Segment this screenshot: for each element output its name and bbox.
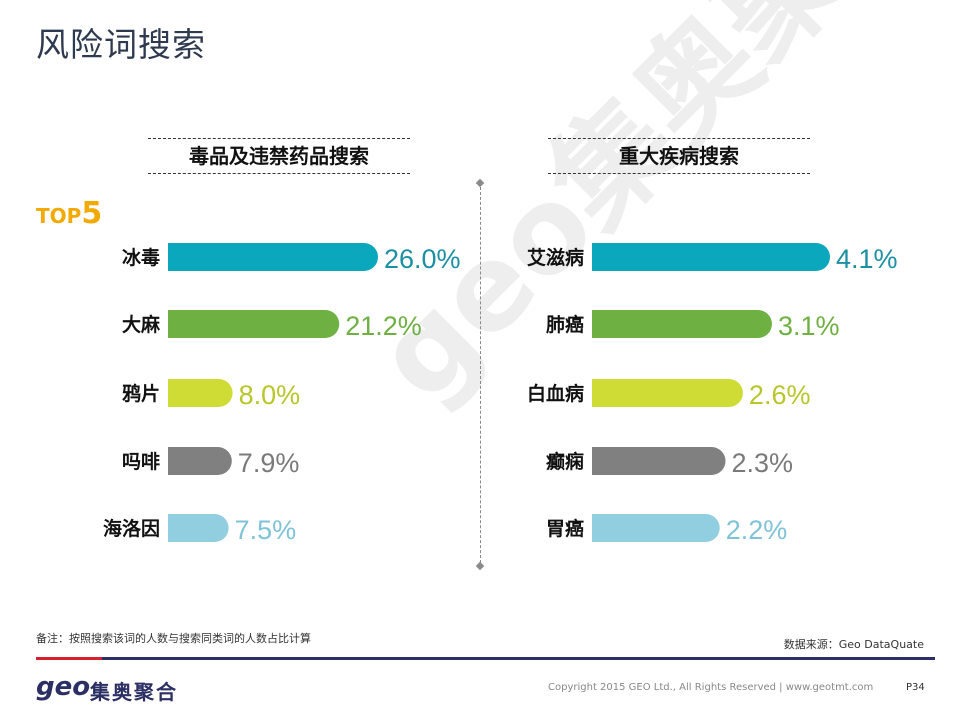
geo-logo: geo [36, 672, 91, 702]
left-value-label-1: 26.0% [384, 244, 461, 274]
right-category-label-5: 胃癌 [546, 517, 584, 540]
top5-number: 5 [81, 196, 103, 231]
right-bar-1 [592, 243, 830, 271]
right-bar-5 [592, 514, 720, 542]
right-bar-2 [592, 310, 772, 339]
page-title: 风险词搜索 [36, 25, 206, 64]
right-category-label-1: 艾滋病 [527, 246, 584, 269]
footnote: 备注：按照搜索该词的人数与搜索同类词的人数占比计算 [36, 632, 311, 645]
company-name: 集奥聚合 [90, 680, 178, 704]
right-bar-4 [592, 447, 726, 475]
left-category-label-1: 冰毒 [122, 246, 160, 269]
page-number: P34 [906, 682, 925, 693]
top5-badge: TOP5 [36, 196, 102, 231]
right-bar-3 [592, 379, 743, 407]
right-chart-title: 重大疾病搜索 [548, 138, 810, 174]
left-bar-4 [168, 447, 232, 475]
left-bar-1 [168, 243, 378, 271]
left-bar-3 [168, 379, 233, 407]
left-chart-title: 毒品及违禁药品搜索 [148, 138, 410, 174]
left-bar-5 [168, 514, 229, 542]
left-category-label-5: 海洛因 [103, 517, 160, 540]
right-value-label-4: 2.3% [732, 448, 794, 478]
footer-rule-red [36, 657, 102, 660]
right-value-label-3: 2.6% [749, 380, 811, 410]
right-category-label-3: 白血病 [527, 382, 584, 405]
right-category-label-4: 癫痫 [546, 450, 584, 473]
panel-divider [480, 182, 481, 568]
left-bar-2 [168, 310, 340, 339]
left-category-label-2: 大麻 [122, 313, 161, 336]
left-value-label-3: 8.0% [239, 380, 301, 410]
footer-rule-navy [102, 657, 935, 660]
right-value-label-1: 4.1% [836, 244, 898, 274]
left-category-label-4: 吗啡 [122, 450, 160, 473]
right-value-label-2: 3.1% [778, 311, 840, 341]
left-value-label-2: 21.2% [345, 311, 422, 341]
right-category-label-2: 肺癌 [546, 313, 584, 336]
top5-text: TOP [36, 204, 82, 228]
data-source: 数据来源：Geo DataQuate [783, 638, 924, 651]
left-value-label-4: 7.9% [238, 448, 300, 478]
left-value-label-5: 7.5% [235, 515, 297, 545]
right-value-label-5: 2.2% [726, 515, 788, 545]
copyright: Copyright 2015 GEO Ltd., All Rights Rese… [548, 682, 874, 693]
left-category-label-3: 鸦片 [122, 382, 160, 405]
